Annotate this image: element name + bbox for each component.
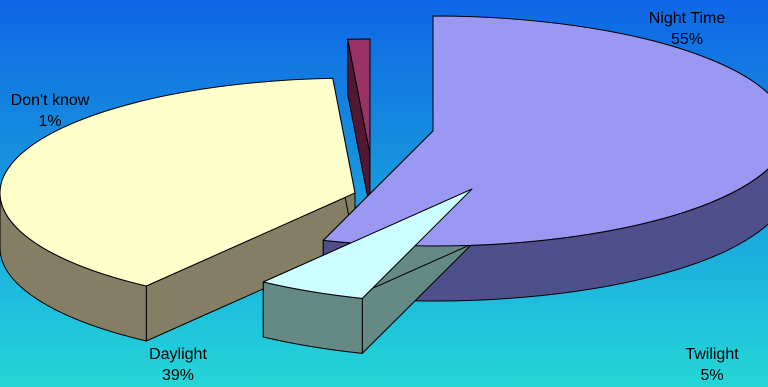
label-dont-know: Don't know 1% [0,90,100,132]
label-daylight: Daylight 39% [118,344,238,386]
label-dont-know-value: 1% [38,113,62,130]
label-twilight-value: 5% [700,367,724,384]
label-twilight-name: Twilight [685,346,739,363]
pie-tops [0,15,768,299]
slice-daylight [0,77,356,287]
slice-dont-know [347,38,371,155]
label-dont-know-name: Don't know [10,92,90,109]
label-daylight-name: Daylight [149,346,207,363]
label-twilight: Twilight 5% [668,344,756,386]
label-night-time-value: 55% [670,31,704,48]
slice-night-time [322,15,768,247]
label-night-time-name: Night Time [648,10,726,27]
label-daylight-value: 39% [161,367,195,384]
slice-twilight [262,188,473,299]
label-night-time: Night Time 55% [622,8,752,50]
